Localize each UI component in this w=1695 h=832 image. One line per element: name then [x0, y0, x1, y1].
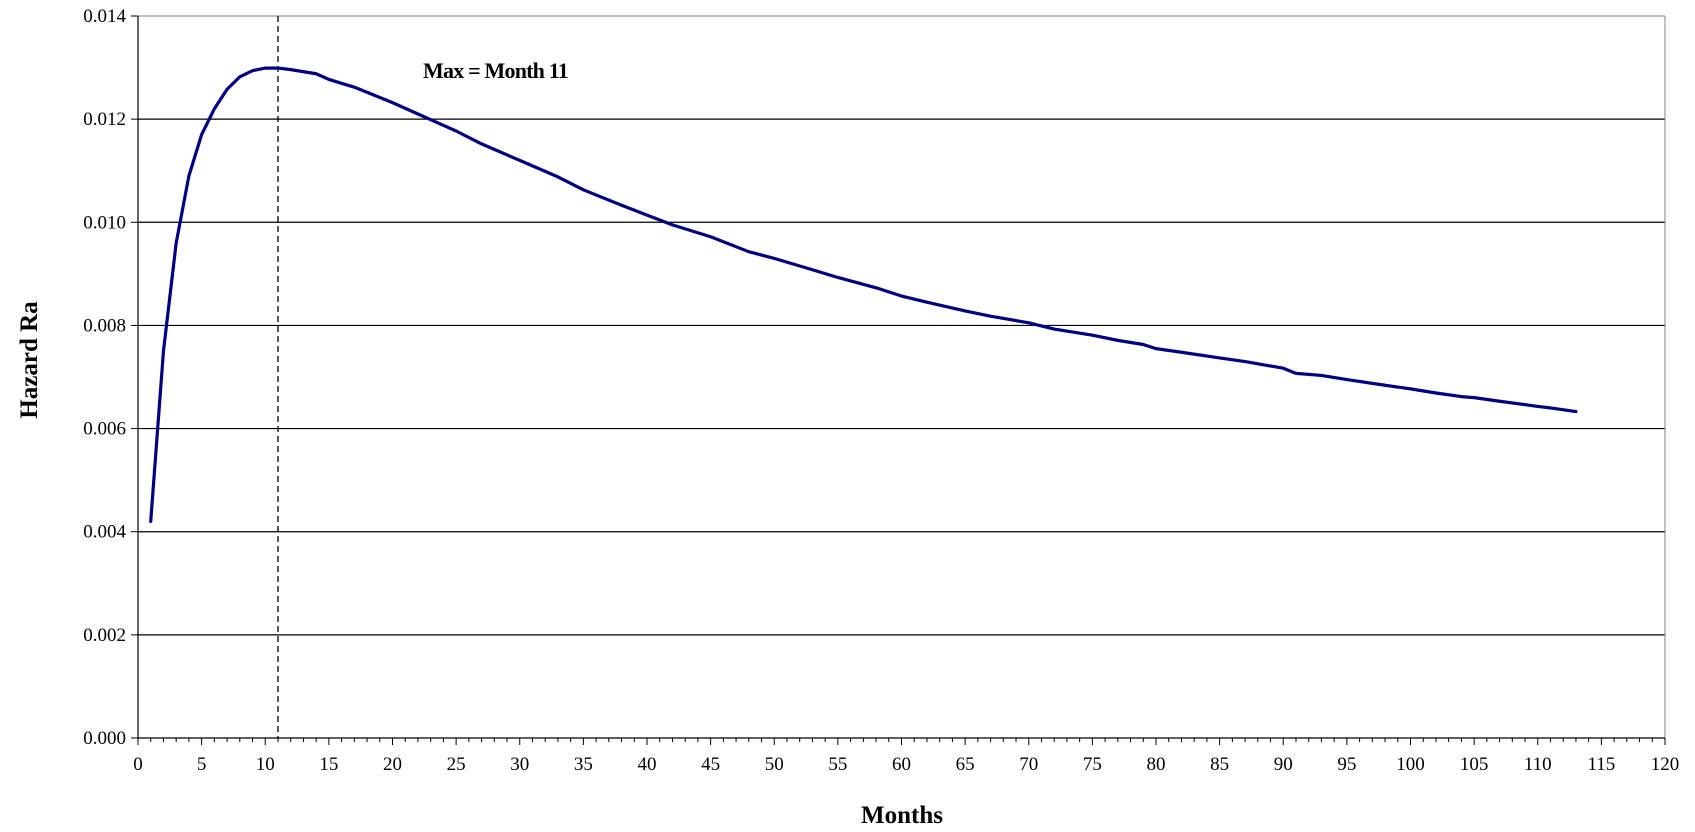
- y-tick-label: 0.006: [83, 419, 126, 440]
- series-point: [264, 67, 266, 69]
- y-tick-label: 0.012: [83, 109, 126, 130]
- y-axis-title: Hazard Ra: [16, 301, 43, 419]
- series-point: [1155, 347, 1157, 349]
- x-tick-label: 60: [892, 754, 911, 775]
- axes-layer: 0.000 0.002 0.004 0.006 0.008 0.010 0.012 0.014…: [83, 6, 1679, 775]
- series-point: [582, 189, 584, 191]
- y-tick-label: 0.014: [83, 6, 126, 27]
- x-tick-label: 70: [1019, 754, 1038, 775]
- series-point: [213, 108, 215, 110]
- series-point: [251, 69, 253, 71]
- series-point: [391, 101, 393, 103]
- series-point: [519, 159, 521, 161]
- x-tick-label: 80: [1147, 754, 1166, 775]
- x-tick-label: 40: [638, 754, 657, 775]
- series-point: [1549, 407, 1551, 409]
- series-point: [1244, 360, 1246, 362]
- x-tick-label: 30: [510, 754, 529, 775]
- series-point: [557, 176, 559, 178]
- x-tick-label: 55: [828, 754, 847, 775]
- series-point: [1384, 384, 1386, 386]
- series-point: [646, 214, 648, 216]
- series-point: [226, 88, 228, 90]
- series-point: [417, 113, 419, 115]
- series-point: [773, 257, 775, 259]
- y-tick-label: 0.002: [83, 625, 126, 646]
- x-tick-label: 5: [197, 754, 207, 775]
- series-point: [277, 67, 279, 69]
- x-tick-label: 90: [1274, 754, 1293, 775]
- series-point: [900, 295, 902, 297]
- series-point: [1435, 392, 1437, 394]
- series-point: [1028, 322, 1030, 324]
- series-point: [1117, 339, 1119, 341]
- series-point: [1091, 334, 1093, 336]
- x-tick-label: 45: [701, 754, 720, 775]
- series-point: [837, 276, 839, 278]
- x-tick-label: 105: [1460, 754, 1489, 775]
- series-point: [239, 76, 241, 78]
- series-point: [926, 301, 928, 303]
- x-tick-label: 100: [1396, 754, 1425, 775]
- y-tick-label: 0.008: [83, 315, 126, 336]
- series-point: [1346, 378, 1348, 380]
- x-tick-label: 85: [1210, 754, 1229, 775]
- series-point: [1180, 351, 1182, 353]
- series-point: [1498, 400, 1500, 402]
- series-point: [175, 242, 177, 244]
- x-tick-label: 15: [319, 754, 338, 775]
- series-point: [671, 224, 673, 226]
- series-point: [1460, 395, 1462, 397]
- hazard-rate-series-line: [151, 68, 1576, 521]
- series-point: [315, 73, 317, 75]
- series-point: [1282, 367, 1284, 369]
- series-point: [1409, 388, 1411, 390]
- series-point: [620, 204, 622, 206]
- series-point: [1218, 357, 1220, 359]
- series-point: [1142, 343, 1144, 345]
- x-tick-label: 120: [1651, 754, 1680, 775]
- series-point: [290, 68, 292, 70]
- y-tick-label: 0.004: [83, 522, 126, 543]
- series-point: [1320, 374, 1322, 376]
- y-tick-label: 0.010: [83, 212, 126, 233]
- series-point: [328, 78, 330, 80]
- series-point: [875, 287, 877, 289]
- x-tick-label: 95: [1337, 754, 1356, 775]
- series-point: [989, 315, 991, 317]
- series-point: [1295, 372, 1297, 374]
- x-tick-label: 115: [1587, 754, 1615, 775]
- grid-layer: [138, 16, 1665, 635]
- series-point: [1575, 410, 1577, 412]
- x-tick-label: 50: [765, 754, 784, 775]
- series-point: [748, 250, 750, 252]
- x-tick-label: 65: [956, 754, 975, 775]
- series-point: [1053, 328, 1055, 330]
- series-point: [811, 269, 813, 271]
- x-tick-label: 0: [133, 754, 143, 775]
- y-tick-label: 0.000: [83, 728, 126, 749]
- series-point: [480, 143, 482, 145]
- max-annotation: Max = Month 11: [423, 58, 568, 83]
- series-point: [200, 133, 202, 135]
- x-tick-label: 75: [1083, 754, 1102, 775]
- series-point: [1473, 396, 1475, 398]
- series-point: [162, 350, 164, 352]
- series-point: [709, 236, 711, 238]
- x-tick-label: 35: [574, 754, 593, 775]
- series-point: [353, 86, 355, 88]
- series-point: [964, 310, 966, 312]
- x-tick-label: 25: [447, 754, 466, 775]
- x-axis-title: Months: [861, 802, 943, 829]
- series-layer: [150, 67, 1578, 523]
- series-point: [150, 520, 152, 522]
- x-tick-label: 110: [1524, 754, 1552, 775]
- series-point: [1537, 405, 1539, 407]
- x-tick-label: 20: [383, 754, 402, 775]
- series-point: [455, 130, 457, 132]
- series-point: [188, 175, 190, 177]
- x-tick-label: 10: [256, 754, 275, 775]
